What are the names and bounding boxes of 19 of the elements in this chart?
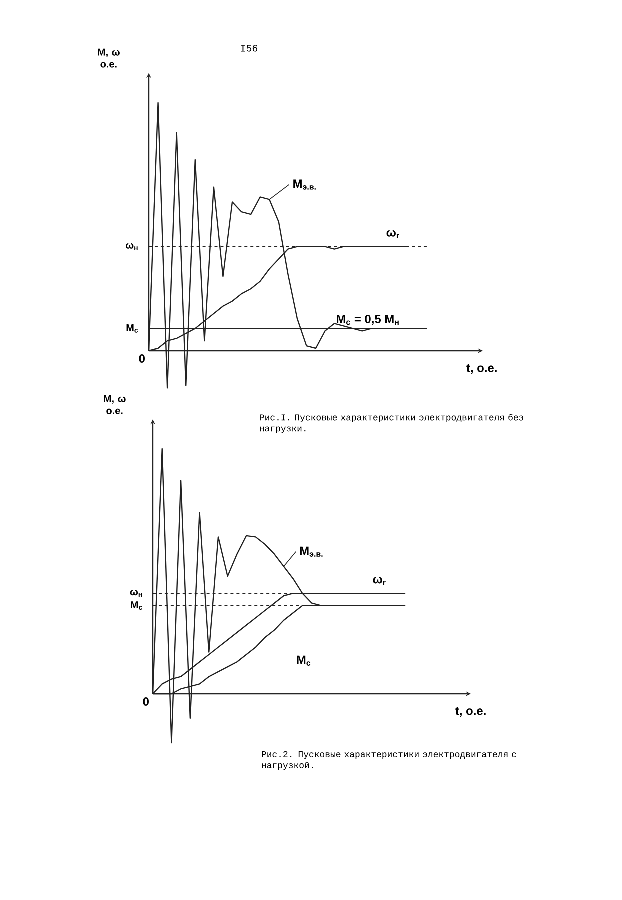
legend-label: М$_{э.в.}$ (294, 180, 316, 190)
text: Рис.2. Пусковые характеристики электродвигателя с нагрузкой. (262, 751, 516, 770)
text: 0 (143, 698, 149, 706)
ref-line-label: М$_{с}$ (131, 602, 142, 610)
ref-line-label: ω$_{н}$ (126, 243, 138, 250)
ref-line-label: М$_{с}$ (126, 324, 138, 333)
text: М$_{с}$ (297, 656, 311, 666)
text: Рис.I. Пусковые характеристики электродвигателя без нагрузки. (260, 414, 524, 434)
y-axis-title: М, ω о.е. (104, 395, 126, 414)
ref-line-label: ω$_{н}$ (130, 590, 142, 597)
x-axis-title: t, о.е. (456, 707, 486, 717)
text: 0 (139, 354, 145, 363)
legend-label: М$_{э.в.}$ (300, 546, 323, 557)
series-label: ω$_{r}$ (373, 577, 386, 586)
y-axis-title: М, ω о.е. (98, 48, 120, 68)
series-label: ω$_{r}$ (386, 230, 400, 239)
annotation: М$_{с}$ = 0,5 М$_{н}$ (337, 314, 399, 326)
text: I56 (241, 45, 258, 52)
x-axis-title: t, о.е. (466, 364, 497, 374)
